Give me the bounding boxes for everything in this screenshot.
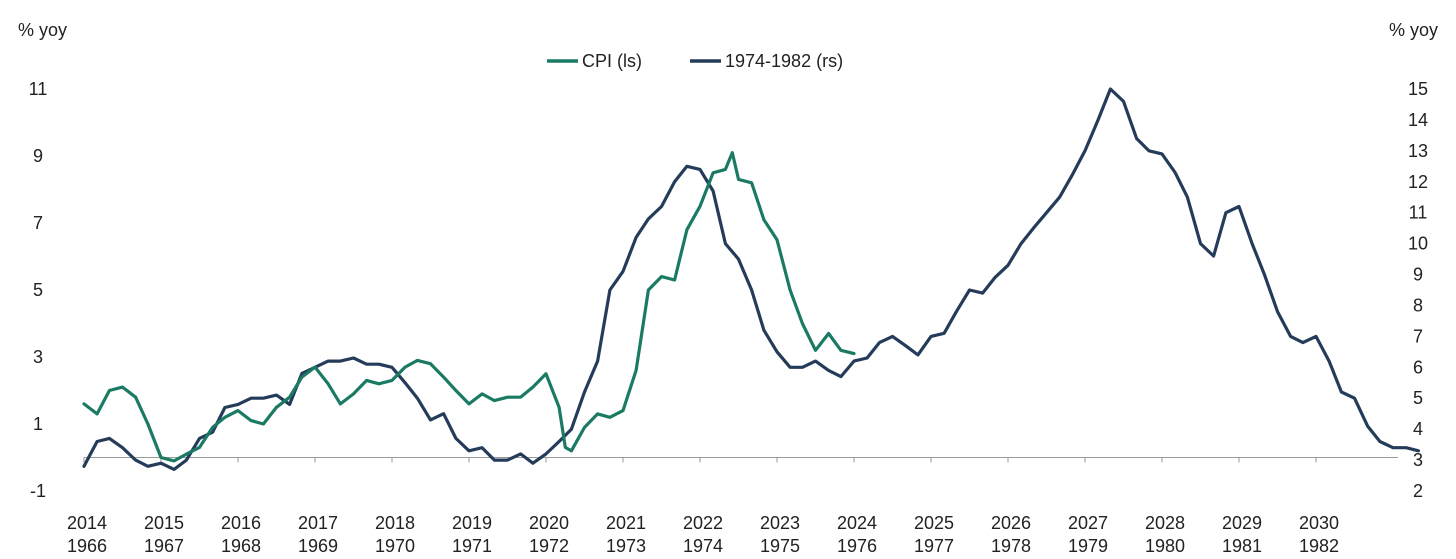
x-tick-label-bottom: 1966 (67, 536, 107, 556)
y-right-tick-label: 5 (1413, 388, 1423, 408)
legend-label-1974-1982: 1974-1982 (rs) (725, 51, 843, 71)
series-line-cpi (82, 151, 856, 463)
y-left-tick-label: 7 (33, 213, 43, 233)
x-tick-label-top: 2025 (914, 513, 954, 533)
x-tick-label-bottom: 1972 (529, 536, 569, 556)
x-tick-label-bottom: 1982 (1299, 536, 1339, 556)
y-right-tick-label: 10 (1408, 234, 1428, 254)
y-right-tick-label: 8 (1413, 295, 1423, 315)
x-tick-label-top: 2026 (991, 513, 1031, 533)
legend-label-cpi: CPI (ls) (582, 51, 642, 71)
x-tick-label-top: 2030 (1299, 513, 1339, 533)
y-right-tick-label: 2 (1413, 481, 1423, 501)
y-right-tick-label: 13 (1408, 141, 1428, 161)
y-right-tick-label: 9 (1413, 265, 1423, 285)
x-tick-label-top: 2021 (606, 513, 646, 533)
x-tick-label-bottom: 1969 (298, 536, 338, 556)
y-right-tick-label: 12 (1408, 172, 1428, 192)
y-right-tick-label: 4 (1413, 419, 1423, 439)
y-left-tick-label: 9 (33, 146, 43, 166)
y-right-tick-labels: 2 3 4 5 6 7 8 9 10 11 12 13 14 15 (1408, 79, 1428, 501)
y-left-tick-labels: -1 1 3 5 7 9 11 (29, 79, 48, 501)
x-tick-label-bottom: 1968 (221, 536, 261, 556)
y-right-axis-label: % yoy (1389, 20, 1438, 40)
x-tick-label-top: 2028 (1145, 513, 1185, 533)
y-right-tick-label: 3 (1413, 450, 1423, 470)
x-tick-label-top: 2018 (375, 513, 415, 533)
x-tick-label-bottom: 1974 (683, 536, 723, 556)
x-tick-label-bottom: 1973 (606, 536, 646, 556)
x-tick-labels: 2014 1966 2015 1967 2016 1968 2017 1969 2018 1970… (67, 513, 1339, 556)
x-tick-label-bottom: 1979 (1068, 536, 1108, 556)
y-right-tick-label: 15 (1408, 79, 1428, 99)
x-tick-label-top: 2014 (67, 513, 107, 533)
x-tick-label-top: 2023 (760, 513, 800, 533)
x-tick-label-bottom: 1975 (760, 536, 800, 556)
x-tick-label-bottom: 1967 (144, 536, 184, 556)
y-left-tick-label: 11 (29, 79, 48, 99)
x-tick-label-bottom: 1976 (837, 536, 877, 556)
y-left-axis-label: % yoy (18, 20, 67, 40)
x-tick-label-top: 2029 (1222, 513, 1262, 533)
y-left-tick-label: 5 (33, 280, 43, 300)
y-right-tick-label: 7 (1413, 326, 1423, 346)
x-tick-label-bottom: 1971 (452, 536, 492, 556)
x-tick-label-top: 2024 (837, 513, 877, 533)
y-left-tick-label: -1 (30, 481, 46, 501)
x-tick-label-bottom: 1980 (1145, 536, 1185, 556)
x-tick-label-top: 2019 (452, 513, 492, 533)
x-tick-label-bottom: 1981 (1222, 536, 1262, 556)
x-tick-label-top: 2017 (298, 513, 338, 533)
x-tick-label-top: 2015 (144, 513, 184, 533)
x-tick-label-bottom: 1970 (375, 536, 415, 556)
x-tick-marks (83, 457, 1317, 463)
y-right-tick-label: 14 (1408, 110, 1428, 130)
series-layer (82, 87, 1421, 471)
x-tick-label-bottom: 1977 (914, 536, 954, 556)
series-line-1974-1982 (82, 87, 1421, 471)
x-tick-label-bottom: 1978 (991, 536, 1031, 556)
x-tick-label-top: 2027 (1068, 513, 1108, 533)
legend: CPI (ls) 1974-1982 (rs) (547, 51, 843, 71)
y-left-tick-label: 3 (33, 347, 43, 367)
y-right-tick-label: 6 (1413, 357, 1423, 377)
x-tick-label-top: 2022 (683, 513, 723, 533)
y-left-tick-label: 1 (33, 414, 43, 434)
x-tick-label-top: 2016 (221, 513, 261, 533)
y-right-tick-label: 11 (1409, 203, 1428, 223)
x-tick-label-top: 2020 (529, 513, 569, 533)
